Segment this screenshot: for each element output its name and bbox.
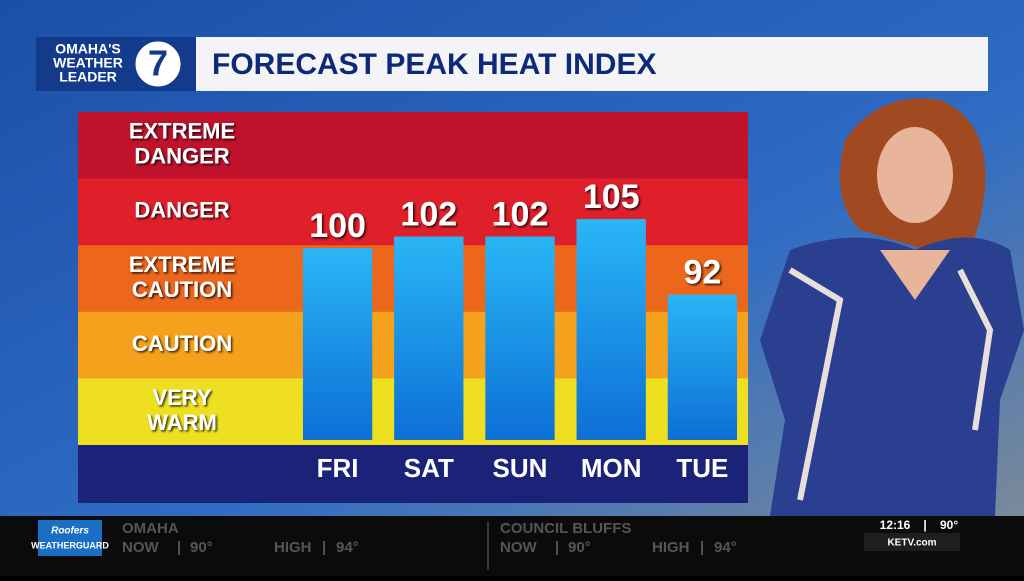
x-tick-label: FRI	[317, 453, 359, 483]
category-strip	[78, 445, 748, 503]
logo-text: OMAHA'S	[55, 41, 121, 57]
zone-label: DANGER	[134, 198, 229, 223]
logo-circle	[132, 38, 184, 90]
x-tick-label: TUE	[676, 453, 728, 483]
value-label: 102	[492, 195, 549, 233]
now-temp: 90°	[190, 539, 213, 556]
city-name: OMAHA	[122, 520, 179, 537]
chart-title: FORECAST PEAK HEAT INDEX	[212, 48, 656, 81]
site: KETV.com	[887, 538, 936, 549]
zone-label: EXTREME	[129, 252, 235, 277]
current-temp: 90°	[940, 518, 958, 532]
logo-text: LEADER	[59, 69, 117, 85]
sponsor-logo	[38, 520, 102, 556]
bar	[302, 248, 373, 440]
chart: EXTREMEDANGERDANGEREXTREMECAUTIONCAUTION…	[78, 112, 748, 503]
separator: |	[700, 539, 704, 556]
separator: |	[923, 518, 926, 532]
zone-label: CAUTION	[132, 331, 232, 356]
separator: |	[322, 539, 326, 556]
time-box	[864, 533, 960, 551]
x-tick-label: SUN	[493, 453, 548, 483]
separator: |	[555, 539, 559, 556]
zone-label: VERY	[152, 385, 211, 410]
time: 12:16	[880, 518, 911, 532]
bar	[485, 236, 555, 440]
zone-label: DANGER	[134, 144, 229, 169]
value-label: 102	[400, 195, 457, 233]
bar	[576, 219, 646, 440]
sponsor-text: WEATHERGUARD	[31, 540, 109, 550]
x-tick-label: SAT	[404, 453, 454, 483]
value-label: 105	[583, 178, 640, 216]
logo-number: 7	[148, 43, 168, 84]
title-bar	[196, 37, 988, 91]
city-name: COUNCIL BLUFFS	[500, 520, 631, 537]
zone-label: WARM	[147, 410, 217, 435]
value-label: 92	[683, 254, 721, 292]
x-tick-label: MON	[581, 453, 642, 483]
high-temp: 94°	[336, 539, 359, 556]
value-label: 100	[309, 207, 366, 245]
logo-text: WEATHER	[53, 55, 123, 71]
zone-label: EXTREME	[129, 119, 235, 144]
city-weather: OMAHA NOW | 90° HIGH | 94° COUNCIL BLUFFS NOW | 90…	[122, 520, 737, 570]
bar	[667, 294, 738, 440]
separator: |	[177, 539, 181, 556]
now-label: NOW	[122, 539, 160, 556]
high-label: HIGH	[652, 539, 690, 556]
bar	[394, 236, 464, 440]
now-label: NOW	[500, 539, 538, 556]
presenter	[760, 98, 1024, 516]
high-label: HIGH	[274, 539, 312, 556]
zone-band	[78, 112, 748, 180]
high-temp: 94°	[714, 539, 737, 556]
ticker	[0, 516, 1024, 576]
now-temp: 90°	[568, 539, 591, 556]
sponsor-text: Roofers	[51, 526, 89, 537]
zone-label: CAUTION	[132, 277, 232, 302]
